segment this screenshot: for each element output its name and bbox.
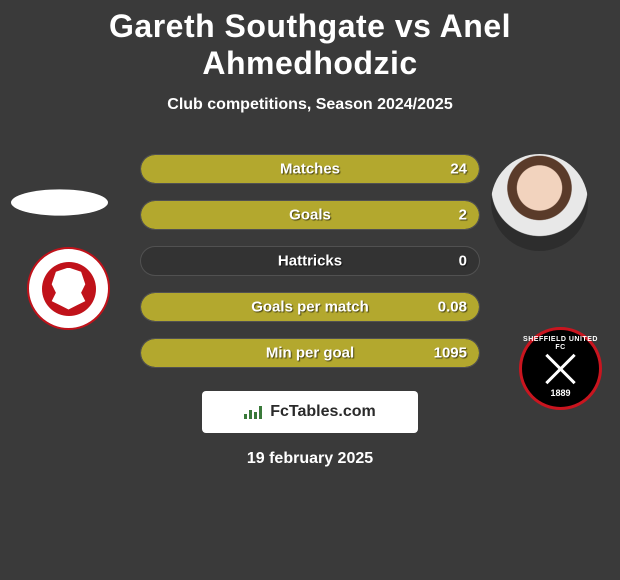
- stat-bar-row: Goals 2: [140, 200, 480, 230]
- stat-bar-row: Hattricks 0: [140, 246, 480, 276]
- date-text: 19 february 2025: [247, 450, 373, 468]
- chart-icon: [244, 405, 264, 419]
- stat-bar-p2-value: 2: [459, 207, 467, 224]
- club1-logo-inner: [42, 262, 96, 316]
- attribution-badge: FcTables.com: [202, 391, 418, 433]
- club2-year: 1889: [522, 389, 599, 399]
- stat-bar-label: Goals: [289, 207, 331, 224]
- club2-logo: SHEFFIELD UNITED FC 1889: [519, 327, 602, 410]
- stat-bar-label: Min per goal: [266, 345, 354, 362]
- player1-photo: [11, 189, 108, 215]
- page-subtitle: Club competitions, Season 2024/2025: [0, 96, 620, 114]
- stat-bar-label: Matches: [280, 161, 340, 178]
- stat-bar-label: Goals per match: [251, 299, 369, 316]
- player2-photo: [491, 154, 588, 251]
- stat-bar-p2-value: 24: [450, 161, 467, 178]
- stat-bar-row: Matches 24: [140, 154, 480, 184]
- club1-logo: [27, 247, 110, 330]
- stat-bar-label: Hattricks: [278, 253, 342, 270]
- club2-logo-inner: SHEFFIELD UNITED FC 1889: [522, 330, 599, 407]
- club2-swords-icon: [539, 347, 583, 391]
- stat-bars: Matches 24 Goals 2 Hattricks 0 Goals per match…: [140, 154, 480, 384]
- stat-bar-p2-value: 1095: [434, 345, 467, 362]
- stat-bar-p2-value: 0.08: [438, 299, 467, 316]
- stat-bar-row: Min per goal 1095: [140, 338, 480, 368]
- stat-bar-p2-value: 0: [459, 253, 467, 270]
- attribution-text: FcTables.com: [270, 403, 376, 421]
- page-title: Gareth Southgate vs Anel Ahmedhodzic: [0, 0, 620, 82]
- stat-bar-row: Goals per match 0.08: [140, 292, 480, 322]
